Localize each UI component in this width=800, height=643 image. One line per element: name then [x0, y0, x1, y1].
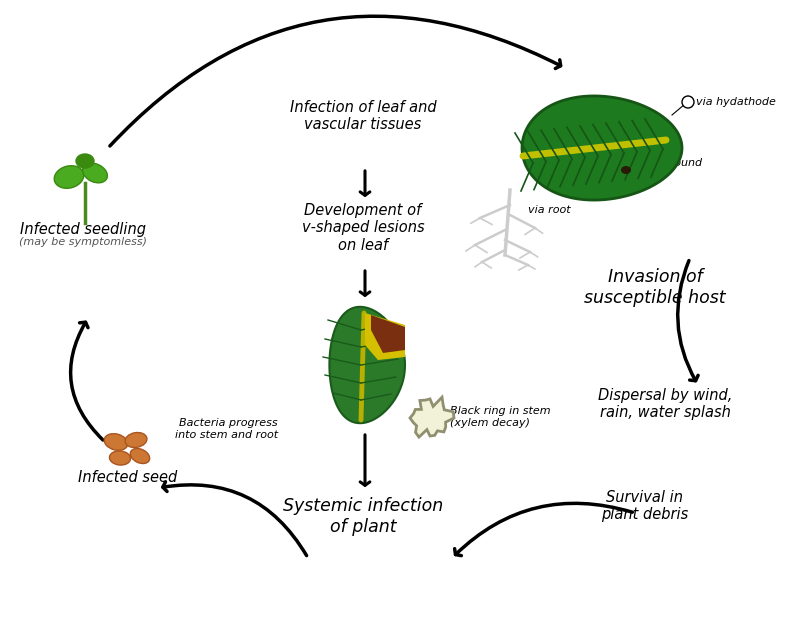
Ellipse shape	[54, 166, 84, 188]
Ellipse shape	[125, 433, 147, 448]
Polygon shape	[330, 307, 405, 423]
Polygon shape	[365, 313, 405, 360]
Text: (may be symptomless): (may be symptomless)	[19, 237, 147, 247]
Text: Infected seed: Infected seed	[78, 470, 178, 485]
Polygon shape	[522, 96, 682, 200]
Text: via hydathode: via hydathode	[696, 97, 776, 107]
Ellipse shape	[130, 448, 150, 464]
Ellipse shape	[82, 163, 107, 183]
Ellipse shape	[621, 166, 631, 174]
Ellipse shape	[104, 433, 128, 450]
Ellipse shape	[76, 154, 94, 168]
Ellipse shape	[682, 96, 694, 108]
Text: Infected seedling: Infected seedling	[20, 222, 146, 237]
Polygon shape	[410, 397, 454, 437]
Text: Development of
v-shaped lesions
on leaf: Development of v-shaped lesions on leaf	[302, 203, 424, 253]
Text: Invasion of
susceptible host: Invasion of susceptible host	[584, 268, 726, 307]
Text: Infection of leaf and
vascular tissues: Infection of leaf and vascular tissues	[290, 100, 436, 132]
Ellipse shape	[110, 451, 130, 465]
Text: Dispersal by wind,
rain, water splash: Dispersal by wind, rain, water splash	[598, 388, 732, 421]
Text: Bacteria progress
into stem and root: Bacteria progress into stem and root	[175, 418, 278, 440]
Text: via wound: via wound	[645, 158, 702, 168]
Polygon shape	[371, 315, 405, 353]
Text: Survival in
plant debris: Survival in plant debris	[602, 490, 689, 522]
Text: Systemic infection
of plant: Systemic infection of plant	[283, 497, 443, 536]
Text: Black ring in stem
(xylem decay): Black ring in stem (xylem decay)	[450, 406, 550, 428]
Text: via root: via root	[528, 205, 570, 215]
